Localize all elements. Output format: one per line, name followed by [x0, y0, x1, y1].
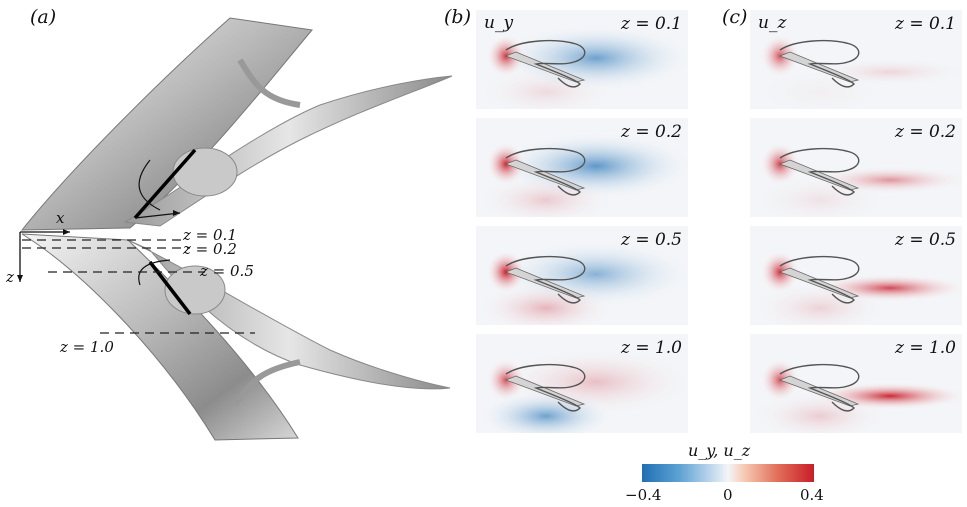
lower-vortex: [127, 239, 451, 390]
vortex-contour: [779, 363, 860, 412]
field-panel-uz-0: z = 0.1 u_z: [750, 10, 962, 109]
panel-a-label: (a): [30, 6, 57, 28]
field-panel-uz-1: z = 0.2: [750, 118, 962, 217]
colorbar: [642, 464, 814, 482]
colorbar-mid-tick: 0: [723, 486, 733, 504]
colorbar-title: u_y, u_z: [688, 441, 751, 460]
vortex-contour: [779, 39, 860, 88]
vortex-contour: [505, 363, 586, 412]
z-label-uy-1: z = 0.2: [620, 122, 682, 142]
field-panel-uy-0: z = 0.1 u_y: [476, 10, 688, 109]
field-panel-uz-2: z = 0.5: [750, 226, 962, 325]
vortex-contour: [505, 39, 586, 88]
z-label-uz-0: z = 0.1: [894, 14, 956, 34]
field-panel-uy-2: z = 0.5: [476, 226, 688, 325]
variable-label-uy: u_y: [484, 13, 514, 33]
slice-label-1: z = 0.2: [183, 240, 237, 258]
colorbar-max-tick: 0.4: [800, 486, 824, 504]
field-panel-uy-3: z = 1.0: [476, 334, 688, 433]
axis-x-label: x: [56, 209, 65, 227]
vortex-contour: [779, 255, 860, 304]
z-label-uz-1: z = 0.2: [894, 122, 956, 142]
field-panel-uy-1: z = 0.2: [476, 118, 688, 217]
field-panel-uz-3: z = 1.0: [750, 334, 962, 433]
z-label-uy-3: z = 1.0: [620, 338, 682, 358]
wing-illustration: [17, 17, 453, 441]
axis-z-label: z: [6, 268, 14, 286]
vortex-contour: [505, 147, 586, 196]
z-label-uz-3: z = 1.0: [894, 338, 956, 358]
slice-label-3: z = 1.0: [60, 338, 114, 356]
colorbar-min-tick: −0.4: [625, 486, 662, 504]
panel-c-label: (c): [722, 6, 748, 28]
z-label-uy-2: z = 0.5: [620, 230, 682, 250]
panel-b-label: (b): [444, 6, 471, 28]
slice-label-0: z = 0.1: [183, 226, 237, 244]
z-label-uz-2: z = 0.5: [894, 230, 956, 250]
slice-label-2: z = 0.5: [200, 262, 254, 280]
z-label-uy-0: z = 0.1: [620, 14, 682, 34]
vortex-contour: [779, 147, 860, 196]
variable-label-uz: u_z: [758, 13, 787, 33]
vortex-contour: [505, 255, 586, 304]
